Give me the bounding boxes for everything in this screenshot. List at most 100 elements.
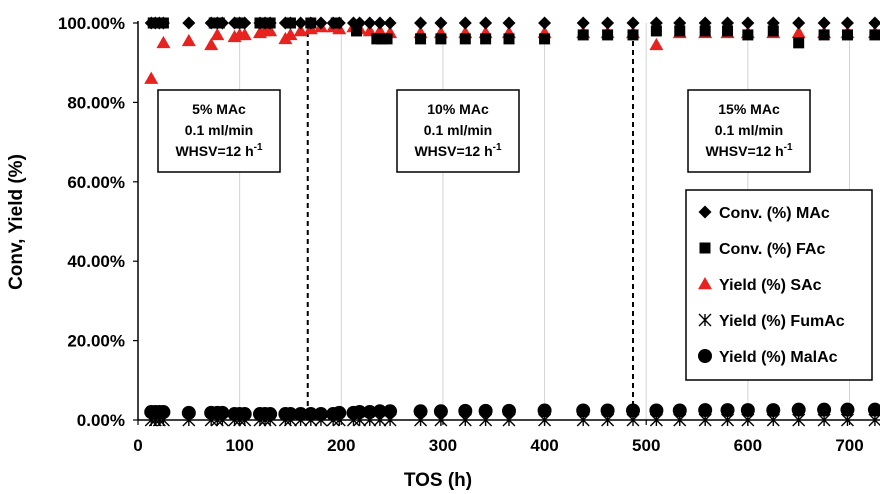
data-point (537, 403, 552, 418)
data-point (263, 407, 278, 422)
data-point (817, 16, 831, 30)
x-tick-label: 200 (327, 436, 355, 455)
legend-marker (698, 205, 712, 219)
data-point (649, 37, 664, 51)
data-point (767, 25, 779, 37)
legend-marker (698, 349, 712, 363)
data-point (577, 29, 589, 41)
annotation-text: WHSV=12 h-1 (705, 142, 793, 159)
legend-entry: Conv. (%) MAc (698, 205, 830, 222)
data-point (414, 16, 428, 30)
x-tick-label: 600 (734, 436, 762, 455)
data-point (626, 403, 641, 418)
data-point (602, 29, 614, 41)
data-point (502, 16, 516, 30)
x-tick-label: 100 (225, 436, 253, 455)
legend-label: Yield (%) SAc (719, 277, 822, 294)
y-tick-label: 100.00% (58, 14, 125, 33)
data-point (156, 16, 170, 30)
data-point (210, 27, 225, 41)
y-tick-label: 0.00% (77, 411, 125, 430)
data-point (372, 23, 387, 37)
y-tick-label: 60.00% (67, 173, 125, 192)
data-point (766, 403, 781, 418)
data-point (237, 27, 252, 41)
data-point (792, 16, 806, 30)
data-point (238, 16, 252, 30)
y-tick-label: 20.00% (67, 332, 125, 351)
data-point (293, 23, 308, 37)
data-point (435, 33, 447, 45)
data-point (649, 403, 664, 418)
data-point (181, 405, 196, 420)
data-point (538, 16, 552, 30)
data-point (313, 407, 328, 422)
data-point (215, 16, 229, 30)
data-point (283, 27, 298, 41)
data-point (237, 407, 252, 422)
data-point (698, 403, 713, 418)
annotation-frame (396, 89, 520, 173)
data-point (480, 33, 492, 45)
data-point (293, 407, 308, 422)
annotation-text: 0.1 ml/min (715, 122, 783, 138)
data-point (502, 403, 516, 418)
data-point (181, 33, 196, 47)
data-point (458, 403, 473, 418)
data-point (841, 29, 853, 41)
data-point (332, 16, 346, 30)
data-point (698, 16, 712, 30)
legend-marker (698, 277, 712, 290)
annotation-frame (687, 89, 811, 173)
y-axis-label: Conv, Yield (%) (6, 154, 27, 290)
legend: Conv. (%) MAc Conv. (%) FAc Yield (%) SAc Y… (685, 189, 873, 381)
data-point (351, 25, 363, 37)
data-point (793, 37, 805, 49)
data-point (649, 16, 663, 30)
data-point (576, 16, 590, 30)
data-point (373, 16, 387, 30)
x-tick-label: 500 (632, 436, 660, 455)
data-point (263, 23, 278, 37)
data-point (576, 403, 591, 418)
legend-entry: Yield (%) SAc (698, 277, 822, 294)
data-point (721, 16, 735, 30)
axes: 0 100 200 300 400 500 600 700 0.00% 20.00% 40.00% 6… (58, 14, 880, 455)
data-point (741, 16, 755, 30)
legend-marker (698, 313, 712, 327)
data-point (672, 403, 687, 418)
legend-label: Conv. (%) FAc (719, 241, 825, 258)
data-point (627, 29, 639, 41)
x-tick-label: 400 (530, 436, 558, 455)
data-point (601, 16, 615, 30)
data-point (415, 33, 427, 45)
annotation-box: 5% MAc 0.1 ml/min WHSV=12 h-1 (157, 89, 281, 173)
data-point (674, 25, 686, 37)
data-point (699, 25, 711, 37)
data-point (840, 402, 855, 417)
data-point (458, 16, 472, 30)
data-point (383, 404, 398, 419)
legend-entry: Conv. (%) FAc (699, 241, 825, 258)
data-point (818, 29, 830, 41)
data-point (600, 403, 615, 418)
data-point (742, 29, 754, 41)
data-point (867, 402, 880, 417)
data-point (362, 23, 377, 37)
data-point (434, 16, 448, 30)
data-point (650, 25, 662, 37)
data-point (283, 16, 297, 30)
data-point (478, 403, 493, 418)
data-point (791, 402, 806, 417)
annotation-box: 10% MAc 0.1 ml/min WHSV=12 h-1 (396, 89, 520, 173)
data-point (381, 33, 393, 45)
data-point (215, 405, 230, 420)
data-point (283, 407, 298, 422)
data-point (304, 16, 318, 30)
annotations: 5% MAc 0.1 ml/min WHSV=12 h-1 10% MAc 0.1 ml… (157, 89, 811, 173)
data-point (156, 405, 171, 420)
annotation-frame (157, 89, 281, 173)
legend-frame (685, 189, 873, 381)
data-point (362, 405, 377, 420)
